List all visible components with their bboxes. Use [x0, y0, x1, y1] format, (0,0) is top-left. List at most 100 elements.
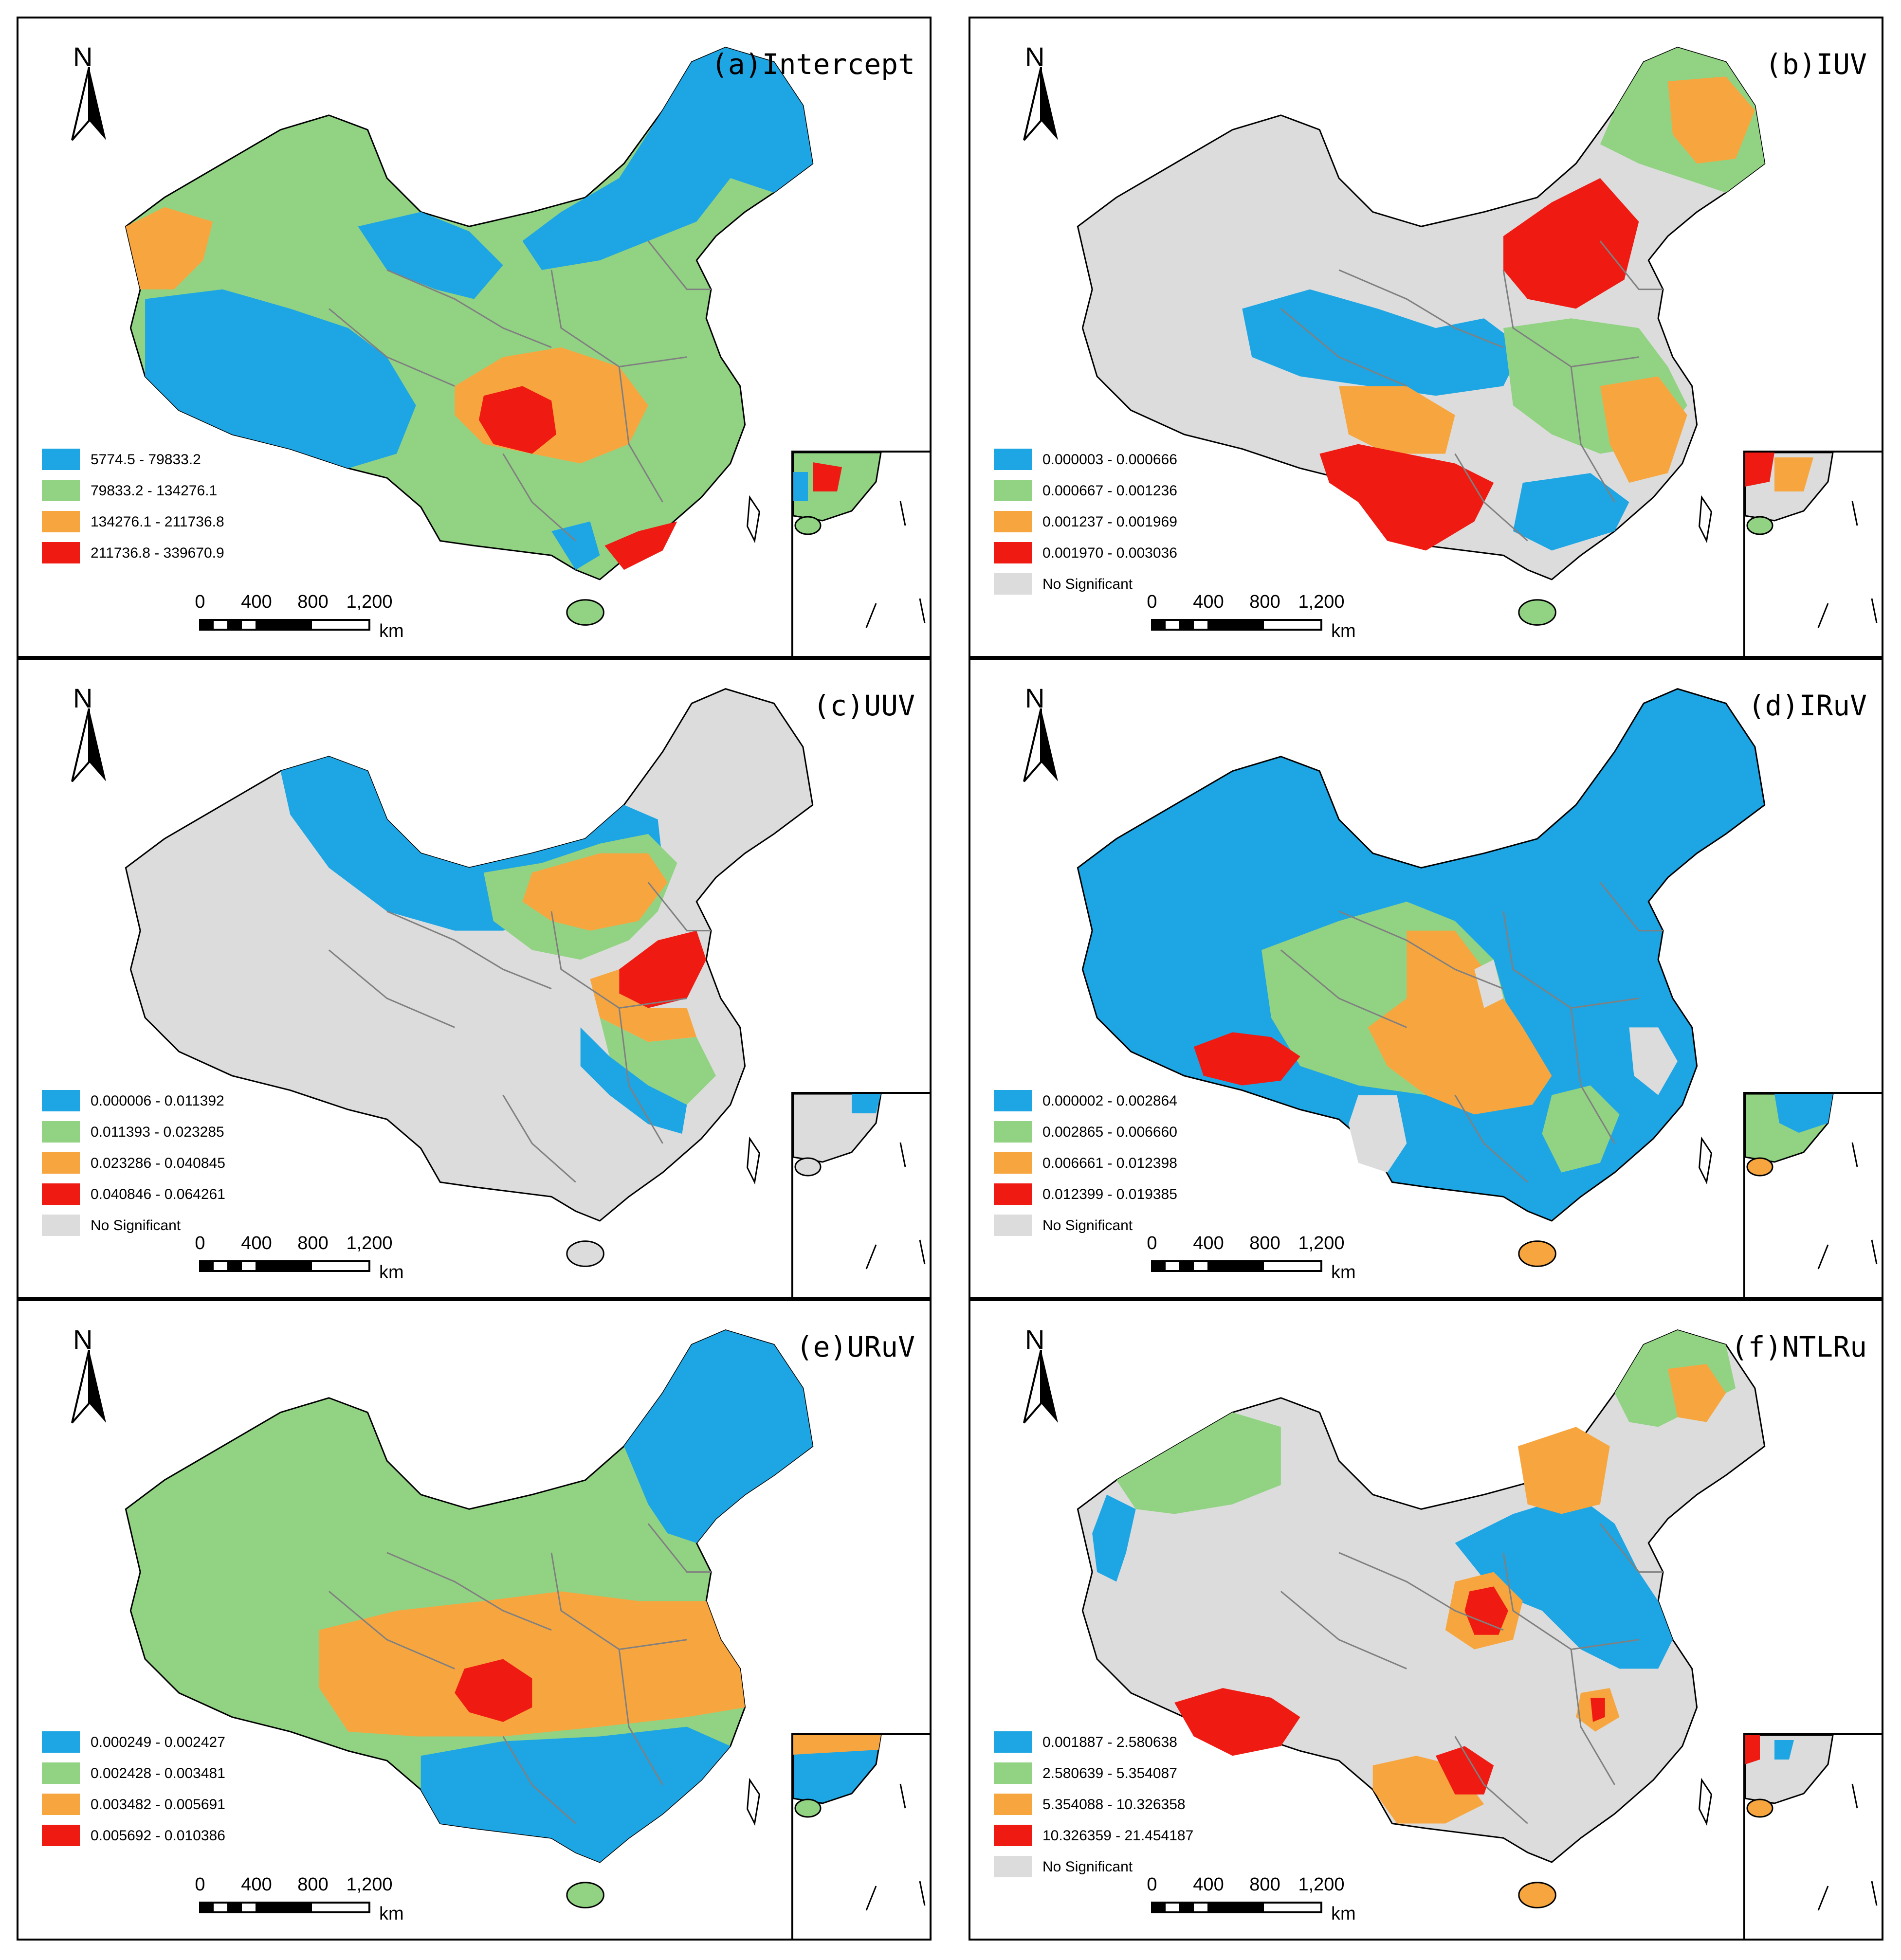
taiwan-island — [1699, 495, 1712, 544]
region-orange-1 — [522, 853, 668, 931]
legend-label: 0.002428 - 0.003481 — [91, 1765, 225, 1781]
legend-label: 10.326359 - 21.454187 — [1042, 1828, 1194, 1844]
scale-tick-label: 1,200 — [346, 592, 393, 612]
region-blue-2 — [1455, 1494, 1673, 1669]
legend-label: 0.006661 - 0.012398 — [1042, 1155, 1177, 1171]
panel-title: (f)NTLRu — [1731, 1330, 1867, 1363]
scale-bar: 0 400 800 1,200 km — [1147, 1233, 1355, 1283]
region-blue-1 — [1092, 1494, 1136, 1582]
region-orange-1 — [319, 1591, 745, 1737]
legend-label: 0.011393 - 0.023285 — [91, 1124, 224, 1140]
scale-tick-label: 400 — [241, 1874, 272, 1895]
north-arrow-icon — [71, 708, 106, 782]
region-blue-1 — [1242, 289, 1523, 396]
region-red-1 — [1193, 1032, 1300, 1086]
region-green-1 — [1116, 1412, 1281, 1514]
inset-map — [1744, 1734, 1878, 1911]
panel-title: (c)UUV — [813, 689, 915, 722]
province-boundaries — [1280, 1523, 1663, 1824]
legend-label: 79833.2 - 134276.1 — [91, 483, 218, 499]
north-label: N — [1025, 41, 1045, 72]
north-label: N — [1025, 1324, 1045, 1355]
region-blue-1 — [145, 289, 416, 469]
inset-south-china-sea — [1743, 1092, 1882, 1297]
taiwan-island — [1699, 1778, 1712, 1826]
scale-tick-label: 800 — [297, 592, 329, 612]
region-green-2 — [600, 1017, 716, 1105]
taiwan-island — [747, 495, 760, 544]
map-canvas — [125, 47, 814, 626]
region-blue-3 — [358, 212, 503, 299]
map-panel-ntlru: N (f)NTLRu 0.001887 - 2.580638 2.580639 … — [969, 1299, 1883, 1941]
north-label: N — [73, 41, 93, 72]
scale-tick-label: 0 — [195, 1233, 205, 1253]
region-red-1 — [455, 1659, 532, 1722]
map-canvas — [125, 1329, 814, 1908]
legend-swatch — [994, 573, 1032, 595]
legend-swatch — [42, 1121, 80, 1143]
legend-label: 0.002865 - 0.006660 — [1042, 1124, 1177, 1140]
scale-unit: km — [1331, 621, 1356, 641]
region-red-1 — [619, 930, 707, 1008]
province-boundaries — [1280, 240, 1663, 542]
legend-swatch — [42, 511, 80, 532]
legend-label: 5774.5 - 79833.2 — [91, 452, 201, 468]
legend-swatch — [994, 1825, 1032, 1846]
inset-map — [792, 1734, 926, 1911]
scale-tick-label: 0 — [195, 592, 205, 612]
scale-bar: 0 400 800 1,200 km — [195, 592, 403, 641]
north-arrow-icon — [1023, 1350, 1058, 1424]
region-orange-3 — [1600, 376, 1687, 483]
map-panel-iuv: N (b)IUV 0.000003 - 0.000666 0.000667 - … — [969, 17, 1883, 658]
province-boundaries — [1280, 882, 1663, 1183]
scale-bar: 0 400 800 1,200 km — [1147, 592, 1355, 641]
legend-label: 134276.1 - 211736.8 — [91, 514, 224, 530]
scale-bar-graphic — [199, 619, 370, 631]
legend-label: 211736.8 - 339670.9 — [91, 545, 224, 561]
legend-swatch — [994, 1794, 1032, 1815]
scale-tick-label: 400 — [241, 1233, 272, 1253]
region-red-4 — [1590, 1698, 1605, 1722]
region-blue-2 — [522, 47, 813, 270]
scale-tick-label: 1,200 — [1298, 592, 1345, 612]
hainan-island — [566, 1240, 604, 1267]
legend-label: 0.001887 - 2.580638 — [1042, 1734, 1177, 1750]
scale-tick-label: 800 — [297, 1874, 329, 1895]
legend-swatch — [42, 1152, 80, 1174]
legend-label: 0.000667 - 0.001236 — [1042, 483, 1177, 499]
region-orange-1 — [1517, 1427, 1610, 1514]
legend-swatch — [42, 1183, 80, 1205]
scale-unit: km — [379, 1262, 404, 1283]
inset-map — [792, 452, 926, 628]
scale-tick-label: 0 — [1147, 592, 1157, 612]
legend-swatch — [994, 1856, 1032, 1877]
legend-swatch — [994, 480, 1032, 501]
scale-tick-label: 400 — [1193, 592, 1224, 612]
map-panel-iruv: N (d)IRuV 0.000002 - 0.002864 0.002865 -… — [969, 658, 1883, 1299]
map-canvas — [1077, 1329, 1766, 1908]
region-blue-2 — [580, 1027, 687, 1134]
scale-tick-label: 0 — [195, 1874, 205, 1895]
legend-label: 0.000002 - 0.002864 — [1042, 1093, 1177, 1109]
region-orange-2 — [126, 207, 213, 290]
scale-tick-label: 1,200 — [346, 1233, 393, 1253]
inset-south-china-sea — [791, 451, 930, 656]
scale-tick-label: 800 — [1249, 592, 1280, 612]
legend-swatch — [994, 1090, 1032, 1111]
taiwan-island — [1699, 1136, 1712, 1185]
legend-label: 0.003482 - 0.005691 — [91, 1797, 225, 1813]
region-nosig-1 — [1348, 1095, 1407, 1173]
legend-label: No Significant — [1042, 576, 1133, 592]
region-blue-1 — [624, 1330, 813, 1543]
legend-label: 0.000006 - 0.011392 — [91, 1093, 224, 1109]
province-boundaries — [328, 882, 712, 1183]
taiwan-island — [747, 1778, 760, 1826]
inset-map — [1744, 1093, 1878, 1270]
inset-south-china-sea — [791, 1092, 930, 1297]
scale-tick-label: 1,200 — [1298, 1874, 1345, 1895]
north-label: N — [73, 1324, 93, 1355]
region-orange-2 — [1339, 386, 1455, 454]
legend-swatch — [994, 449, 1032, 470]
hainan-island — [566, 1882, 604, 1908]
scale-tick-label: 0 — [1147, 1233, 1157, 1253]
